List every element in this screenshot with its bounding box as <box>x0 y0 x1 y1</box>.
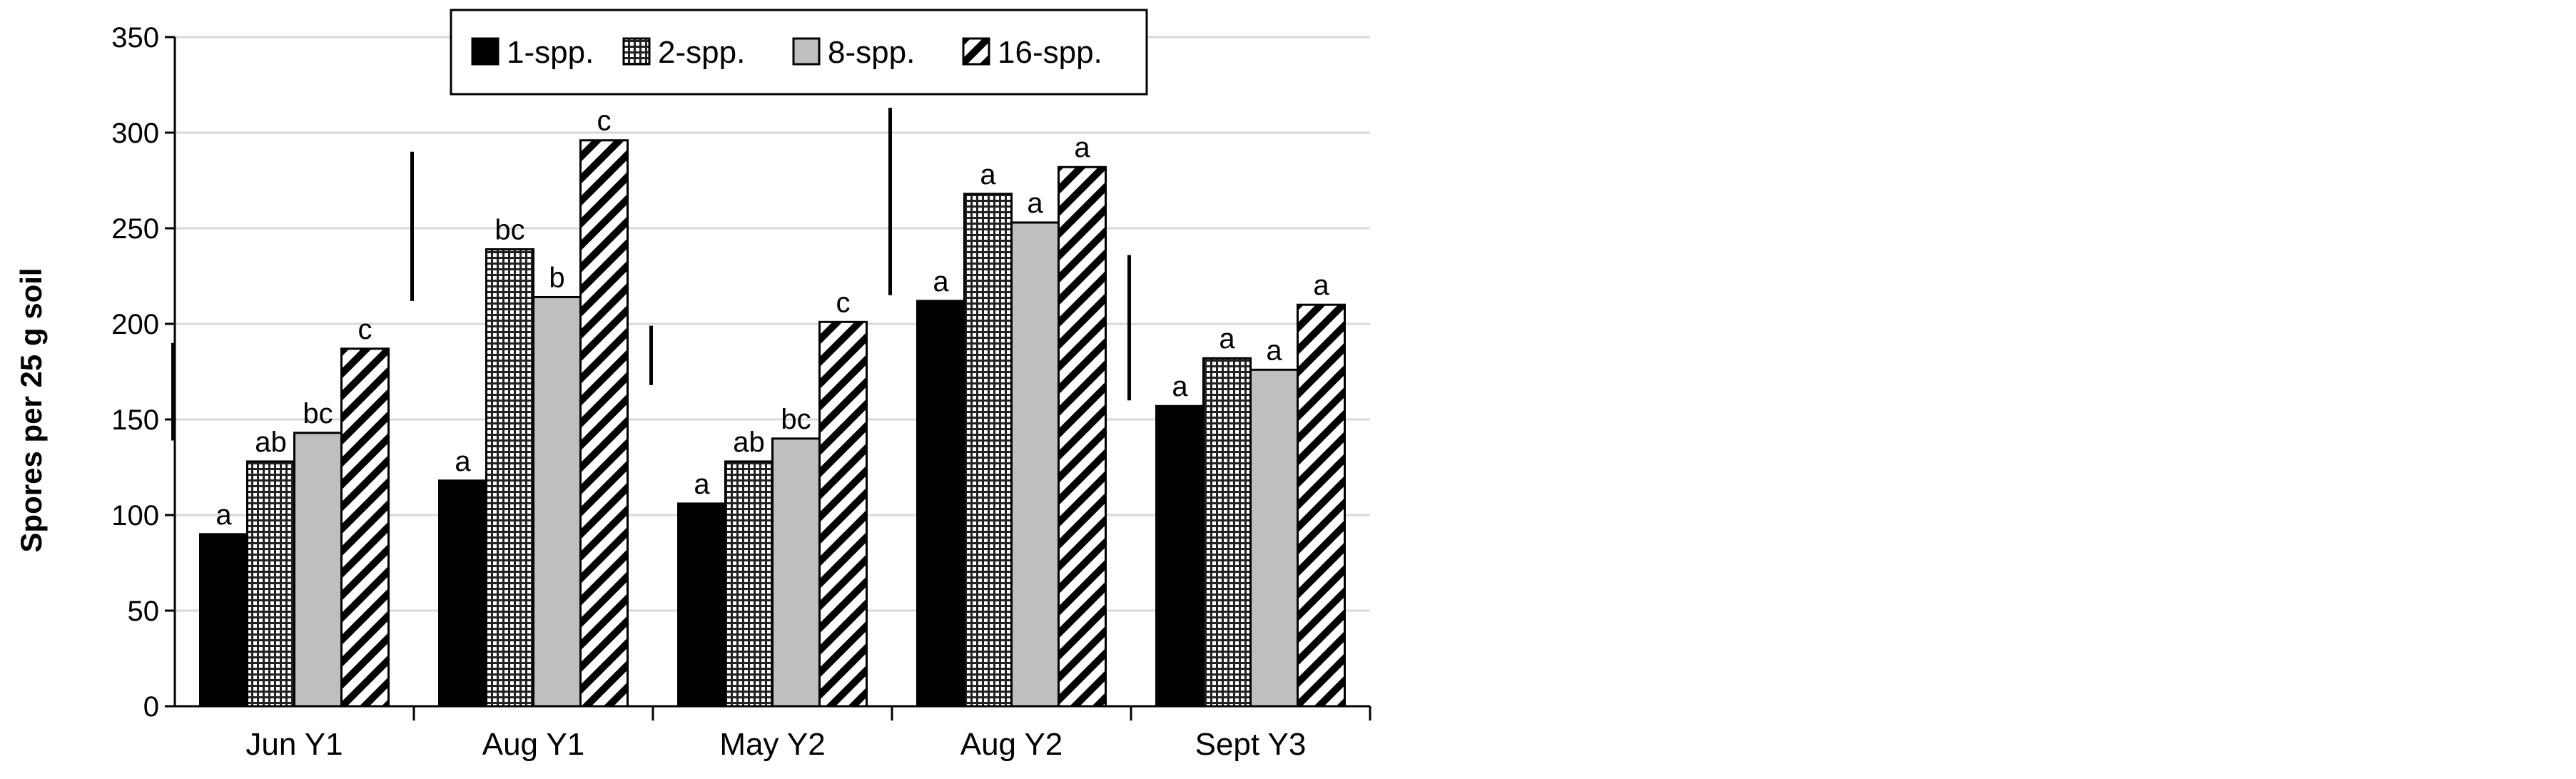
bar <box>1058 166 1107 708</box>
error-bars <box>171 108 1131 441</box>
significance-label: bc <box>495 214 524 245</box>
bar <box>916 300 965 708</box>
y-tick-label: 50 <box>128 596 160 627</box>
significance-label: a <box>1313 270 1329 301</box>
x-tick-label: Aug Y2 <box>960 727 1063 762</box>
y-axis-label: Spores per 25 g soil <box>14 268 48 552</box>
legend-label: 1-spp. <box>507 35 594 70</box>
significance-label: bc <box>303 398 333 429</box>
y-tick-label: 150 <box>111 404 159 436</box>
bar <box>199 533 248 708</box>
significance-label: a <box>1027 188 1043 219</box>
significance-label: bc <box>781 404 811 435</box>
significance-label: a <box>1074 132 1090 163</box>
legend-swatch <box>792 37 821 66</box>
bar <box>771 437 821 708</box>
legend-swatch <box>962 37 990 66</box>
significance-label: a <box>933 266 949 297</box>
significance-label: ab <box>733 427 765 458</box>
bar <box>579 139 629 708</box>
bar <box>438 479 487 708</box>
legend-swatch <box>622 37 651 66</box>
significance-label: c <box>597 106 612 137</box>
y-tick-label: 300 <box>111 118 159 149</box>
legend: 1-spp. 2-spp. 8-spp. 16-spp. <box>450 9 1148 96</box>
significance-label: b <box>549 262 564 293</box>
bar <box>532 295 582 708</box>
significance-label: c <box>836 287 851 318</box>
bar <box>963 193 1013 708</box>
x-tick-label: Jun Y1 <box>245 727 343 762</box>
significance-label: a <box>980 159 996 190</box>
bar <box>485 248 534 708</box>
bar <box>724 460 774 708</box>
bar <box>818 320 868 708</box>
axes <box>165 36 1371 721</box>
significance-label: a <box>215 499 232 531</box>
bar <box>1010 221 1060 708</box>
significance-label: c <box>358 314 372 345</box>
legend-label: 16-spp. <box>998 35 1102 70</box>
y-tick-label: 100 <box>111 500 159 531</box>
bar <box>1249 368 1299 708</box>
significance-label: a <box>1266 335 1282 366</box>
x-tick-label: Aug Y1 <box>482 727 585 762</box>
significance-label: ab <box>255 427 287 458</box>
legend-swatch <box>471 37 500 66</box>
bar <box>1155 404 1205 708</box>
bar <box>340 347 390 708</box>
bars <box>199 139 1346 708</box>
bar <box>293 432 343 708</box>
legend-label: 8-spp. <box>828 35 915 70</box>
bar <box>246 460 295 708</box>
significance-label: a <box>694 469 710 500</box>
y-tick-label: 350 <box>111 22 159 54</box>
x-tick-label: May Y2 <box>719 727 825 762</box>
bar <box>1202 357 1252 708</box>
significance-label: a <box>455 446 471 477</box>
y-tick-label: 200 <box>111 309 159 340</box>
significance-label: a <box>1219 323 1235 355</box>
bar <box>677 502 726 708</box>
bar <box>1297 303 1346 708</box>
significance-label: a <box>1172 371 1188 402</box>
y-tick-label: 250 <box>111 213 159 245</box>
legend-label: 2-spp. <box>658 35 745 70</box>
y-tick-label: 0 <box>143 691 159 723</box>
x-tick-label: Sept Y3 <box>1195 727 1307 762</box>
